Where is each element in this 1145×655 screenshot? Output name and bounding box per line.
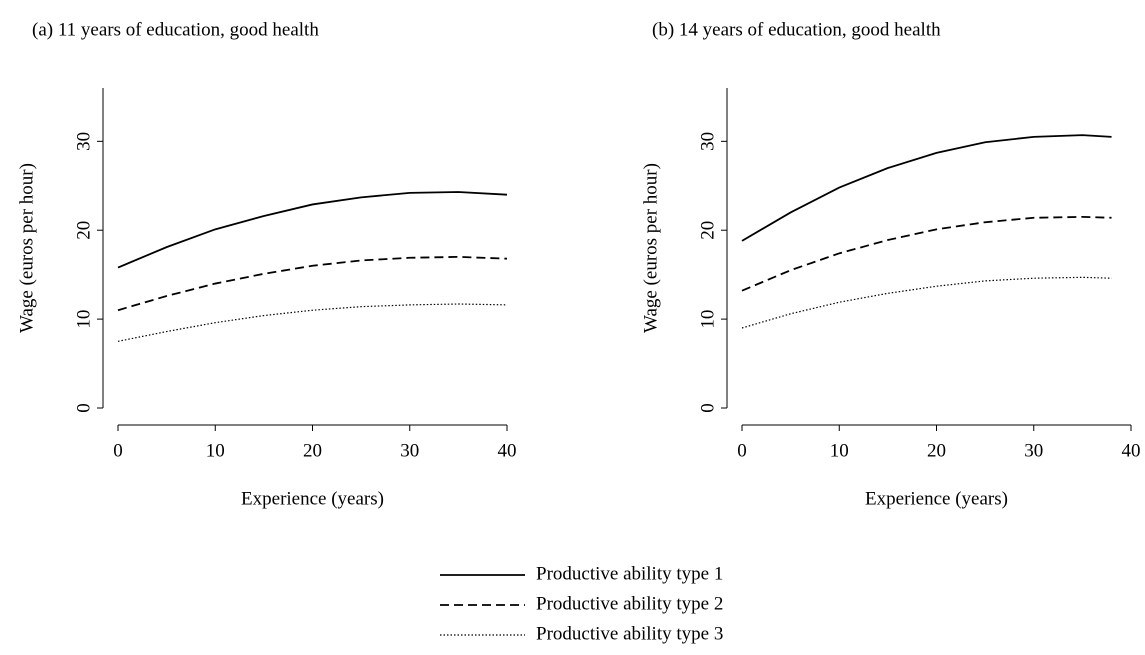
- legend-label: Productive ability type 3: [536, 623, 723, 644]
- y-tick-label: 30: [697, 132, 718, 151]
- y-axis-label: Wage (euros per hour): [640, 163, 661, 333]
- chart-title: (b) 14 years of education, good health: [652, 19, 941, 40]
- x-axis-label: Experience (years): [241, 488, 384, 509]
- y-tick-label: 10: [73, 310, 94, 329]
- y-tick-label: 20: [73, 221, 94, 240]
- series-line: [741, 134, 1112, 242]
- series-line: [741, 276, 1112, 329]
- series-line: [117, 191, 508, 269]
- x-tick-label: 40: [1122, 440, 1141, 461]
- series-line: [117, 303, 508, 342]
- y-tick-label: 10: [697, 310, 718, 329]
- x-tick-label: 10: [206, 440, 225, 461]
- series-line: [741, 215, 1112, 292]
- x-tick-label: 0: [113, 440, 123, 461]
- y-tick-label: 30: [73, 132, 94, 151]
- series-line: [117, 255, 508, 312]
- y-tick-label: 20: [697, 221, 718, 240]
- chart-title: (a) 11 years of education, good health: [32, 19, 319, 40]
- x-tick-label: 0: [737, 440, 747, 461]
- y-tick-label: 0: [697, 403, 718, 413]
- x-tick-label: 10: [830, 440, 849, 461]
- x-axis-label: Experience (years): [865, 488, 1008, 509]
- x-tick-label: 30: [1024, 440, 1043, 461]
- x-tick-label: 30: [400, 440, 419, 461]
- y-axis-label: Wage (euros per hour): [16, 163, 37, 333]
- legend-label: Productive ability type 2: [536, 593, 723, 614]
- y-tick-label: 0: [73, 403, 94, 413]
- x-tick-label: 40: [498, 440, 517, 461]
- x-tick-label: 20: [303, 440, 322, 461]
- x-tick-label: 20: [927, 440, 946, 461]
- legend-label: Productive ability type 1: [536, 563, 723, 584]
